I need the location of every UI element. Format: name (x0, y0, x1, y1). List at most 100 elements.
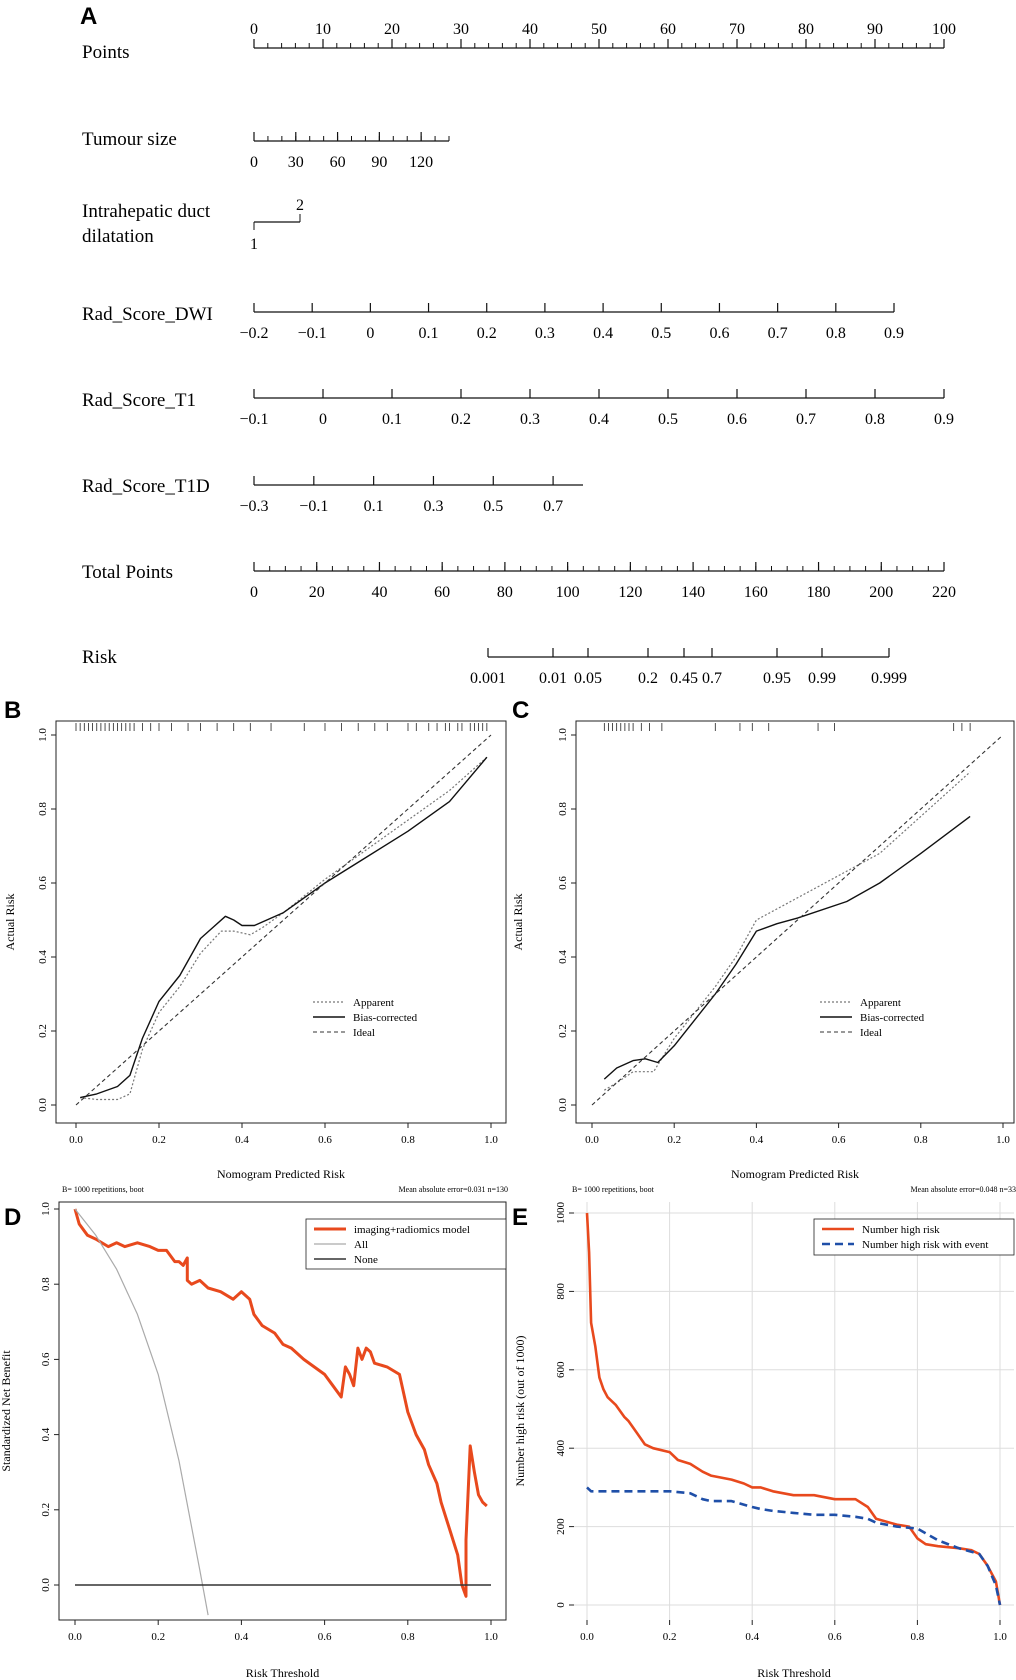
nomogram-tick-label: 0 (250, 154, 258, 171)
footnote-right: Mean absolute error=0.048 n=33 (911, 1185, 1016, 1194)
nomogram-tick-label: 80 (497, 584, 513, 601)
nomogram-tick-label: 200 (869, 584, 893, 601)
nomogram-tick-label: 0.1 (419, 325, 439, 342)
y-tick-label: 0.4 (37, 950, 49, 964)
y-axis-title: Actual Risk (3, 894, 17, 951)
y-tick-label: 0.6 (37, 876, 49, 890)
y-tick-label: 0.8 (37, 802, 49, 816)
x-tick-label: 0.4 (745, 1631, 759, 1643)
nomogram-row-label: Rad_Score_T1 (82, 390, 196, 411)
nomogram-tick-label: 0.2 (638, 670, 658, 687)
panel-c-calibration: C 0.0 0.2 0.4 0.6 0.8 1.0 0.0 0.2 0.4 0.6 0.8 1.0 Nom… (511, 697, 1016, 1194)
footnote-left: B= 1000 repetitions, boot (572, 1185, 655, 1194)
x-tick-label: 0.2 (663, 1631, 677, 1643)
y-axis-title: Actual Risk (511, 894, 525, 951)
x-tick-label: 1.0 (996, 1134, 1010, 1146)
x-tick-label: 0.8 (911, 1631, 925, 1643)
nomogram-tick-label: 0 (250, 584, 258, 601)
x-tick-label: 0.4 (235, 1631, 249, 1643)
nomogram-tick-label: 160 (744, 584, 768, 601)
y-tick-label: 1000 (555, 1202, 567, 1225)
panel-b-calibration: B 0.0 0.2 0.4 0.6 0.8 1.0 0.0 0.2 0.4 0.6 0.8 1.0 Nom… (3, 697, 508, 1194)
legend-label: Apparent (353, 997, 394, 1009)
nomogram-row-label: Tumour size (82, 129, 177, 150)
legend-label: Ideal (860, 1027, 882, 1039)
x-tick-label: 0.6 (832, 1134, 846, 1146)
nomogram-tick-label: 100 (556, 584, 580, 601)
nomogram-tick-label: 0.01 (539, 670, 567, 687)
y-axis-title: Number high risk (out of 1000) (513, 1336, 527, 1487)
y-tick-label: 0.6 (557, 876, 569, 890)
panel-letter-d: D (4, 1204, 21, 1231)
nomogram-tick-label: 20 (309, 584, 325, 601)
x-tick-label: 0.6 (318, 1631, 332, 1643)
panel-letter-c: C (512, 697, 529, 724)
y-tick-label: 0.2 (40, 1503, 52, 1517)
nomogram-row-label: Risk (82, 647, 117, 668)
nomogram-row: Tumour size 0 30 60 90 120 (82, 129, 450, 171)
legend-label: Number high risk with event (862, 1239, 988, 1251)
nomogram-tick-label: 2 (296, 197, 304, 214)
nomogram-tick-label: 0.45 (670, 670, 698, 687)
nomogram-row-label: Rad_Score_T1D (82, 476, 210, 497)
nomogram-tick-label: 120 (618, 584, 642, 601)
y-tick-label: 0.0 (557, 1098, 569, 1112)
y-tick-label: 600 (555, 1361, 567, 1378)
x-tick-label: 0.0 (580, 1631, 594, 1643)
x-tick-label: 0.2 (667, 1134, 681, 1146)
x-tick-label: 0.0 (68, 1631, 82, 1643)
nomogram-tick-label: 40 (522, 21, 538, 38)
series-line-bias-corrected (603, 815, 971, 1080)
nomogram-tick-label: 20 (384, 21, 400, 38)
nomogram-tick-label: 0.9 (884, 325, 904, 342)
x-tick-label: 0.0 (69, 1134, 83, 1146)
x-tick-label: 0.4 (750, 1134, 764, 1146)
x-axis-title: Nomogram Predicted Risk (731, 1167, 859, 1181)
panel-letter-b: B (4, 697, 21, 724)
y-tick-label: 0.8 (557, 802, 569, 816)
nomogram-tick-label: 0.6 (709, 325, 729, 342)
y-tick-label: 0.0 (40, 1578, 52, 1592)
nomogram-tick-label: 0.5 (651, 325, 671, 342)
legend-label: All (354, 1239, 368, 1251)
y-tick-label: 1.0 (40, 1202, 52, 1216)
nomogram-tick-label: −0.1 (299, 498, 328, 515)
legend-label: Bias-corrected (860, 1012, 925, 1024)
series-line-ideal (591, 734, 1004, 1106)
x-tick-label: 1.0 (484, 1631, 498, 1643)
x-tick-label: 0.2 (151, 1631, 165, 1643)
nomogram-tick-label: 0.05 (574, 670, 602, 687)
nomogram-tick-label: 0 (319, 411, 327, 428)
y-axis-title: Standardized Net Benefit (0, 1350, 13, 1472)
series-line-imaging-radiomics-model (73, 1208, 488, 1598)
legend-label: Bias-corrected (353, 1012, 418, 1024)
nomogram-tick-label: 0.7 (543, 498, 563, 515)
series-line-all (74, 1208, 209, 1616)
nomogram-tick-label: 0.1 (382, 411, 402, 428)
series-line-apparent (603, 771, 971, 1091)
nomogram-tick-label: −0.2 (239, 325, 268, 342)
rug-marks (603, 723, 971, 731)
nomogram-tick-label: 0.4 (589, 411, 609, 428)
x-tick-label: 0.8 (914, 1134, 928, 1146)
plot-frame (58, 1201, 507, 1621)
x-tick-label: 1.0 (484, 1134, 498, 1146)
nomogram-tick-label: 60 (660, 21, 676, 38)
series-line-number-high-risk-with-event (586, 1486, 1002, 1606)
legend-label: Number high risk (862, 1224, 940, 1236)
nomogram-tick-label: 30 (453, 21, 469, 38)
x-tick-label: 0.0 (585, 1134, 599, 1146)
x-axis-title: Risk Threshold (246, 1666, 319, 1680)
nomogram-tick-label: 0.7 (796, 411, 816, 428)
nomogram-tick-label: 100 (932, 21, 956, 38)
y-tick-label: 0.2 (557, 1024, 569, 1038)
y-tick-label: 0.2 (37, 1024, 49, 1038)
series-line-bias-corrected (80, 756, 488, 1099)
nomogram-tick-label: 0.2 (477, 325, 497, 342)
legend-label: imaging+radiomics model (354, 1224, 470, 1236)
y-tick-label: 1.0 (557, 728, 569, 742)
nomogram-row: Total Points 0 20 40 60 80 100 120 140 160 180 200 2… (82, 562, 956, 601)
y-tick-label: 0.0 (37, 1098, 49, 1112)
